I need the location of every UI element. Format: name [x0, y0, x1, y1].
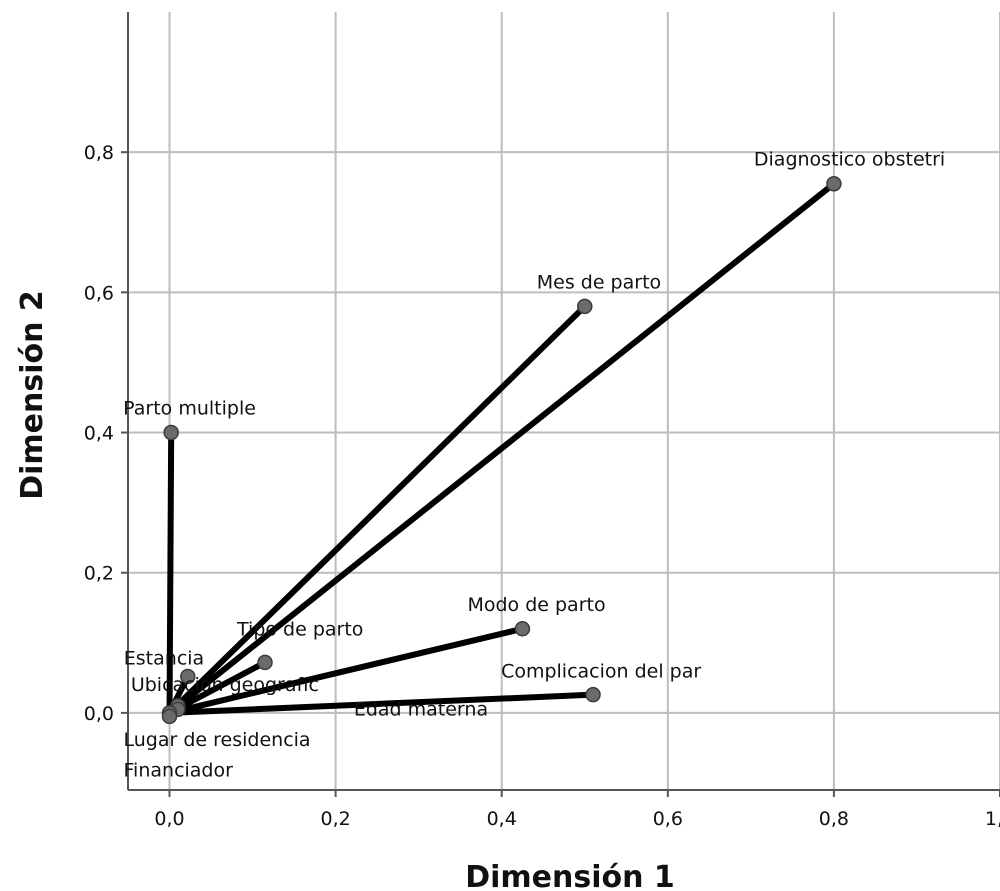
point-labels: Diagnostico obstetri Mes de parto Parto mu…: [123, 149, 945, 782]
point-label-3: Modo de parto: [467, 594, 605, 616]
vector-3: [166, 625, 526, 716]
x-tick-label-3: 0,6: [653, 808, 683, 830]
vectors: [161, 175, 842, 725]
point-label-8: Edad materna: [354, 698, 488, 720]
vector-2: [166, 429, 175, 716]
point-3: [514, 621, 531, 637]
point-label-4: Complicacion del par: [501, 661, 701, 683]
axes: 0,0 0,2 0,4 0,6 0,8 1,0 0,0 0,2 0,4 0,6 0,8: [84, 12, 1000, 830]
y-tick-label-0: 0,0: [84, 703, 114, 725]
x-tick-label-2: 0,4: [487, 808, 517, 830]
point-6: [180, 668, 196, 685]
point-5: [257, 654, 273, 671]
vector-1: [166, 303, 588, 716]
y-tick-label-1: 0,2: [84, 563, 114, 585]
y-tick-label-2: 0,4: [84, 423, 114, 445]
x-tick-label-1: 0,2: [321, 808, 351, 830]
point-label-10: Financiador: [124, 759, 234, 781]
y-tick-label-4: 0,8: [84, 142, 114, 164]
point-label-2: Parto multiple: [123, 398, 256, 420]
grid: [128, 12, 1000, 790]
point-10: [161, 708, 178, 725]
vector-4: [166, 691, 597, 716]
point-label-1: Mes de parto: [537, 271, 661, 293]
point-4: [585, 686, 601, 703]
point-2: [163, 424, 179, 441]
x-tick-label-4: 0,8: [819, 808, 849, 830]
vector-0: [166, 180, 837, 716]
point-0: [826, 175, 842, 192]
point-label-6: Estancia: [124, 647, 204, 669]
y-tick-label-3: 0,6: [84, 282, 114, 304]
point-label-7: Ubicacion geografic: [131, 674, 319, 696]
point-label-5: Tipo de parto: [236, 618, 363, 640]
point-1: [577, 298, 593, 315]
point-label-9: Lugar de residencia: [124, 729, 311, 751]
x-tick-label-5: 1,0: [985, 808, 1000, 830]
y-axis-title: Dimensión 2: [15, 290, 50, 500]
point-label-0: Diagnostico obstetri: [754, 149, 945, 171]
x-axis-title: Dimensión 1: [465, 860, 675, 891]
x-tick-label-0: 0,0: [154, 808, 184, 830]
